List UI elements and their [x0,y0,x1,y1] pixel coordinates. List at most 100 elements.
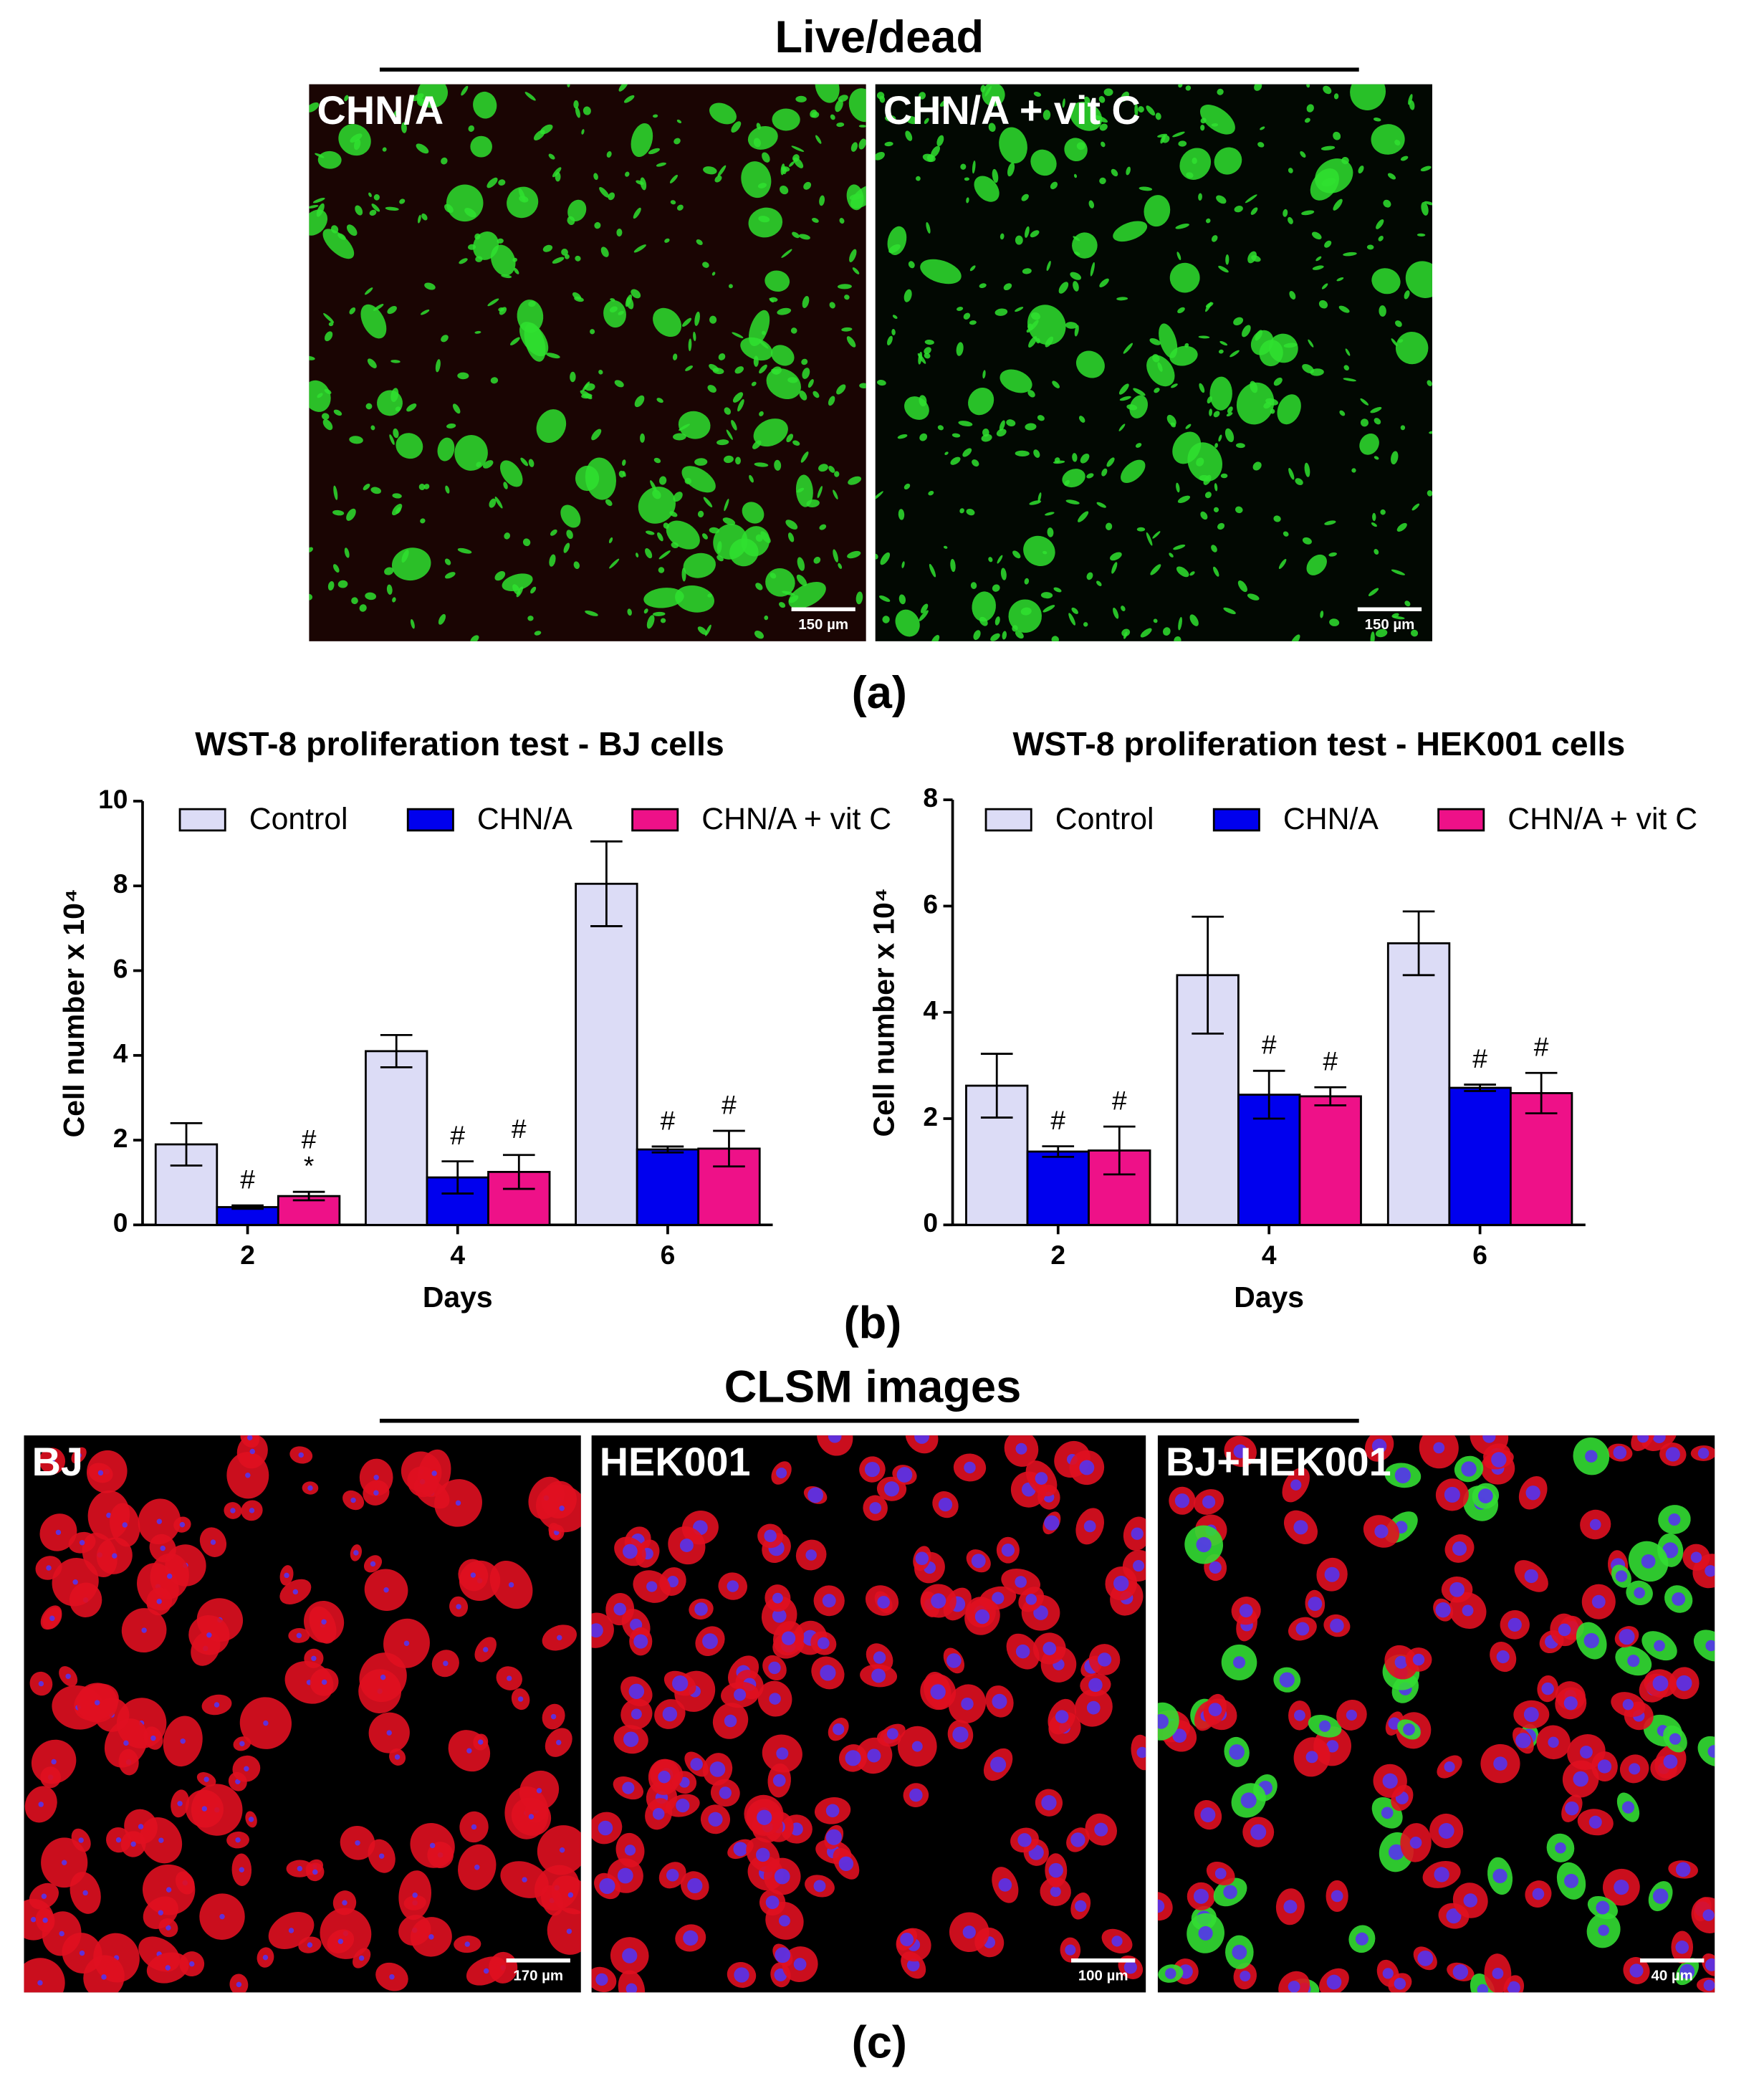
nucleus [1652,1435,1666,1444]
cell [1360,418,1369,427]
cell [752,440,762,449]
cell [390,360,401,363]
nucleus [528,1814,535,1819]
nucleus [249,1508,255,1513]
cell [1200,118,1207,124]
cell [740,337,773,361]
nucleus [764,1529,777,1543]
nucleus [483,1968,489,1974]
error-bar [231,1204,264,1210]
nucleus [61,1860,67,1865]
cell [797,557,805,571]
cell [696,239,703,246]
cell [924,118,929,125]
cell [966,197,969,204]
cell [1062,98,1065,108]
error-bar [1525,1071,1558,1115]
bar [1386,942,1451,1226]
nucleus [1477,1984,1489,1993]
cell [919,610,929,621]
cell [1302,363,1314,374]
cell [1301,210,1315,216]
cell [670,200,676,205]
nucleus [1463,1893,1478,1908]
nucleus [1482,1435,1496,1443]
cell [498,179,506,186]
image-label: CHN/A + vit C [883,88,1141,133]
nucleus [1223,1885,1237,1900]
cell [921,603,929,613]
nucleus [772,1592,783,1604]
cell [1136,527,1146,532]
nucleus [871,1668,886,1683]
cell [1073,281,1079,292]
nucleus [1707,1745,1715,1758]
nucleus [236,1981,242,1988]
nucleus [353,1550,359,1556]
bar [1026,1150,1090,1226]
nucleus [1583,1632,1599,1649]
cell [370,425,375,431]
cell [1133,388,1146,396]
cell [636,552,639,558]
nucleus [386,1730,392,1736]
cell [796,574,807,586]
nucleus [507,1675,512,1681]
nucleus [666,1869,679,1882]
cell [956,342,964,356]
cell [1213,566,1219,577]
nucleus [1015,1443,1027,1455]
cell [884,141,893,147]
cell [1333,131,1341,140]
nucleus [298,1452,304,1458]
legend-label: CHN/A [477,802,572,836]
cell [684,477,692,484]
cell [1398,339,1404,343]
cell [467,244,476,250]
cell [1015,450,1030,456]
cell [702,533,709,540]
cell [567,216,575,225]
cell [1424,201,1432,206]
cell [1417,233,1426,237]
cell [1070,101,1103,131]
cell [1237,580,1247,593]
cell [417,84,449,108]
cell [490,244,516,276]
significance-mark: # [240,1164,255,1194]
cell [483,460,494,469]
cell [504,532,511,540]
cell [1138,106,1144,113]
cell [561,249,568,256]
nucleus [1652,1888,1669,1904]
cell [770,345,795,366]
y-axis-label: Cell number x 10⁴ [867,888,900,1137]
x-tick-label: 2 [1050,1240,1065,1270]
nucleus [219,1913,225,1920]
cell [1226,412,1233,417]
cell [437,437,455,461]
nucleus [1070,1832,1085,1847]
cell [1404,290,1410,300]
nucleus [41,1893,47,1899]
cell [603,300,626,328]
cell [970,582,977,590]
cell [713,524,748,560]
cell [795,95,807,102]
error-bar [590,840,623,927]
cell [1400,425,1406,431]
cell [716,439,729,446]
cell [1171,383,1178,388]
cell [385,206,399,211]
nucleus [719,1786,732,1799]
cell [530,586,537,594]
cell [709,527,720,534]
nucleus [559,1506,565,1511]
cell [1199,383,1205,393]
cell [614,380,624,388]
nucleus [662,1706,678,1722]
nucleus [772,1608,787,1623]
cell [309,205,319,209]
cell [1084,96,1090,104]
cell [324,331,333,342]
